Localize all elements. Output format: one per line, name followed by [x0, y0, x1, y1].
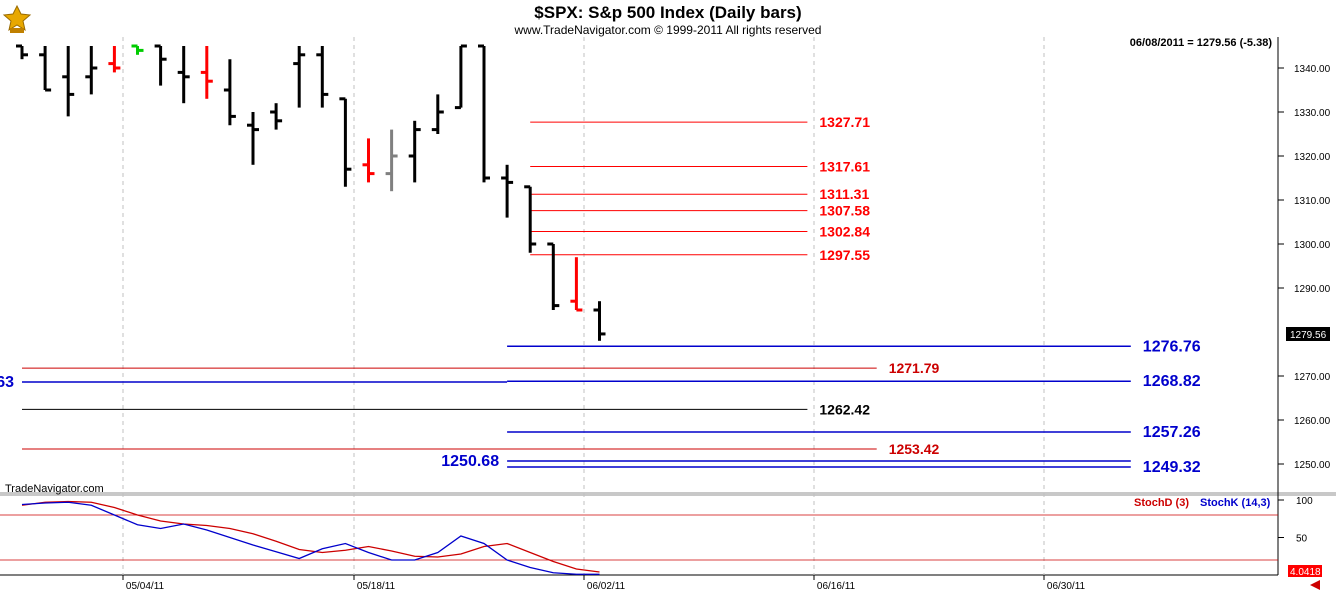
legend-stochk: StochK (14,3): [1200, 497, 1271, 509]
level-label: 1271.79: [889, 360, 940, 376]
level-label: 1268.82: [1143, 373, 1201, 390]
watermark: TradeNavigator.com: [5, 483, 104, 495]
chart-copyright: www.TradeNavigator.com © 1999-2011 All r…: [514, 23, 822, 37]
logo-icon: [2, 4, 32, 33]
level-label: 1302.84: [819, 224, 870, 240]
level-label: 1317.61: [819, 159, 870, 175]
price-axis-ticks: 1340.00 1330.00 1320.00 1310.00 1300.00 1290.…: [1278, 64, 1331, 471]
level-label: 1250.68: [441, 453, 499, 470]
level-label: 1249.32: [1143, 459, 1201, 476]
level-label: 1327.71: [819, 114, 870, 130]
indicator-series-line: [21, 500, 600, 573]
y-tick-label: 1250.00: [1294, 460, 1331, 471]
x-tick-label: 06/02/11: [587, 581, 626, 592]
level-label: 1262.42: [819, 401, 870, 417]
y-tick-label: 1340.00: [1294, 64, 1331, 75]
y-tick-label: 1260.00: [1294, 416, 1331, 427]
y-tick-label: 1290.00: [1294, 284, 1331, 295]
level-label: 1253.42: [889, 441, 940, 457]
indicator-grid: 100 50: [0, 496, 1313, 561]
level-label: 1297.55: [819, 247, 870, 263]
y-tick-label: 1300.00: [1294, 240, 1331, 251]
header-background: [0, 0, 1336, 37]
y-tick-label: 1310.00: [1294, 196, 1331, 207]
x-tick-label: 05/18/11: [357, 581, 396, 592]
indicator-value-tag-text: 4.0418: [1290, 567, 1321, 578]
x-tick-label: 05/04/11: [126, 581, 165, 592]
stochastic-series: [21, 500, 600, 575]
last-bar-readout: 06/08/2011 = 1279.56 (-5.38): [1130, 37, 1273, 49]
level-label: 1268.63: [0, 374, 14, 391]
y-tick-label: 1320.00: [1294, 152, 1331, 163]
level-label: 1311.31: [819, 186, 869, 202]
x-tick-label: 06/16/11: [817, 581, 856, 592]
indicator-value-tag: [1288, 565, 1322, 577]
y-tick-label: 1270.00: [1294, 372, 1331, 383]
current-price-tag: [1286, 327, 1330, 341]
level-label: 1307.58: [819, 203, 870, 219]
level-label: 1276.76: [1143, 338, 1201, 355]
price-bars: [16, 44, 606, 341]
current-price-tag-text: 1279.56: [1290, 330, 1327, 341]
indicator-y-label: 50: [1296, 534, 1308, 545]
legend-stochd: StochD (3): [1134, 497, 1189, 509]
date-axis-labels: 05/04/11 05/18/11 06/02/11 06/16/11 06/30/11: [122, 575, 1086, 592]
vertical-grid: [122, 37, 1045, 575]
x-tick-label: 06/30/11: [1047, 581, 1086, 592]
indicator-series-line: [21, 501, 600, 575]
indicator-y-label: 100: [1296, 496, 1313, 507]
scroll-arrow-icon[interactable]: [1310, 580, 1320, 590]
chart-title: $SPX: S&p 500 Index (Daily bars): [534, 3, 801, 22]
y-tick-label: 1330.00: [1294, 108, 1331, 119]
level-label: 1257.26: [1143, 424, 1201, 441]
